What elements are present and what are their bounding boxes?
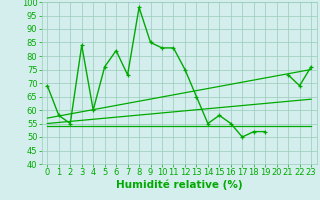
X-axis label: Humidité relative (%): Humidité relative (%) [116, 180, 243, 190]
